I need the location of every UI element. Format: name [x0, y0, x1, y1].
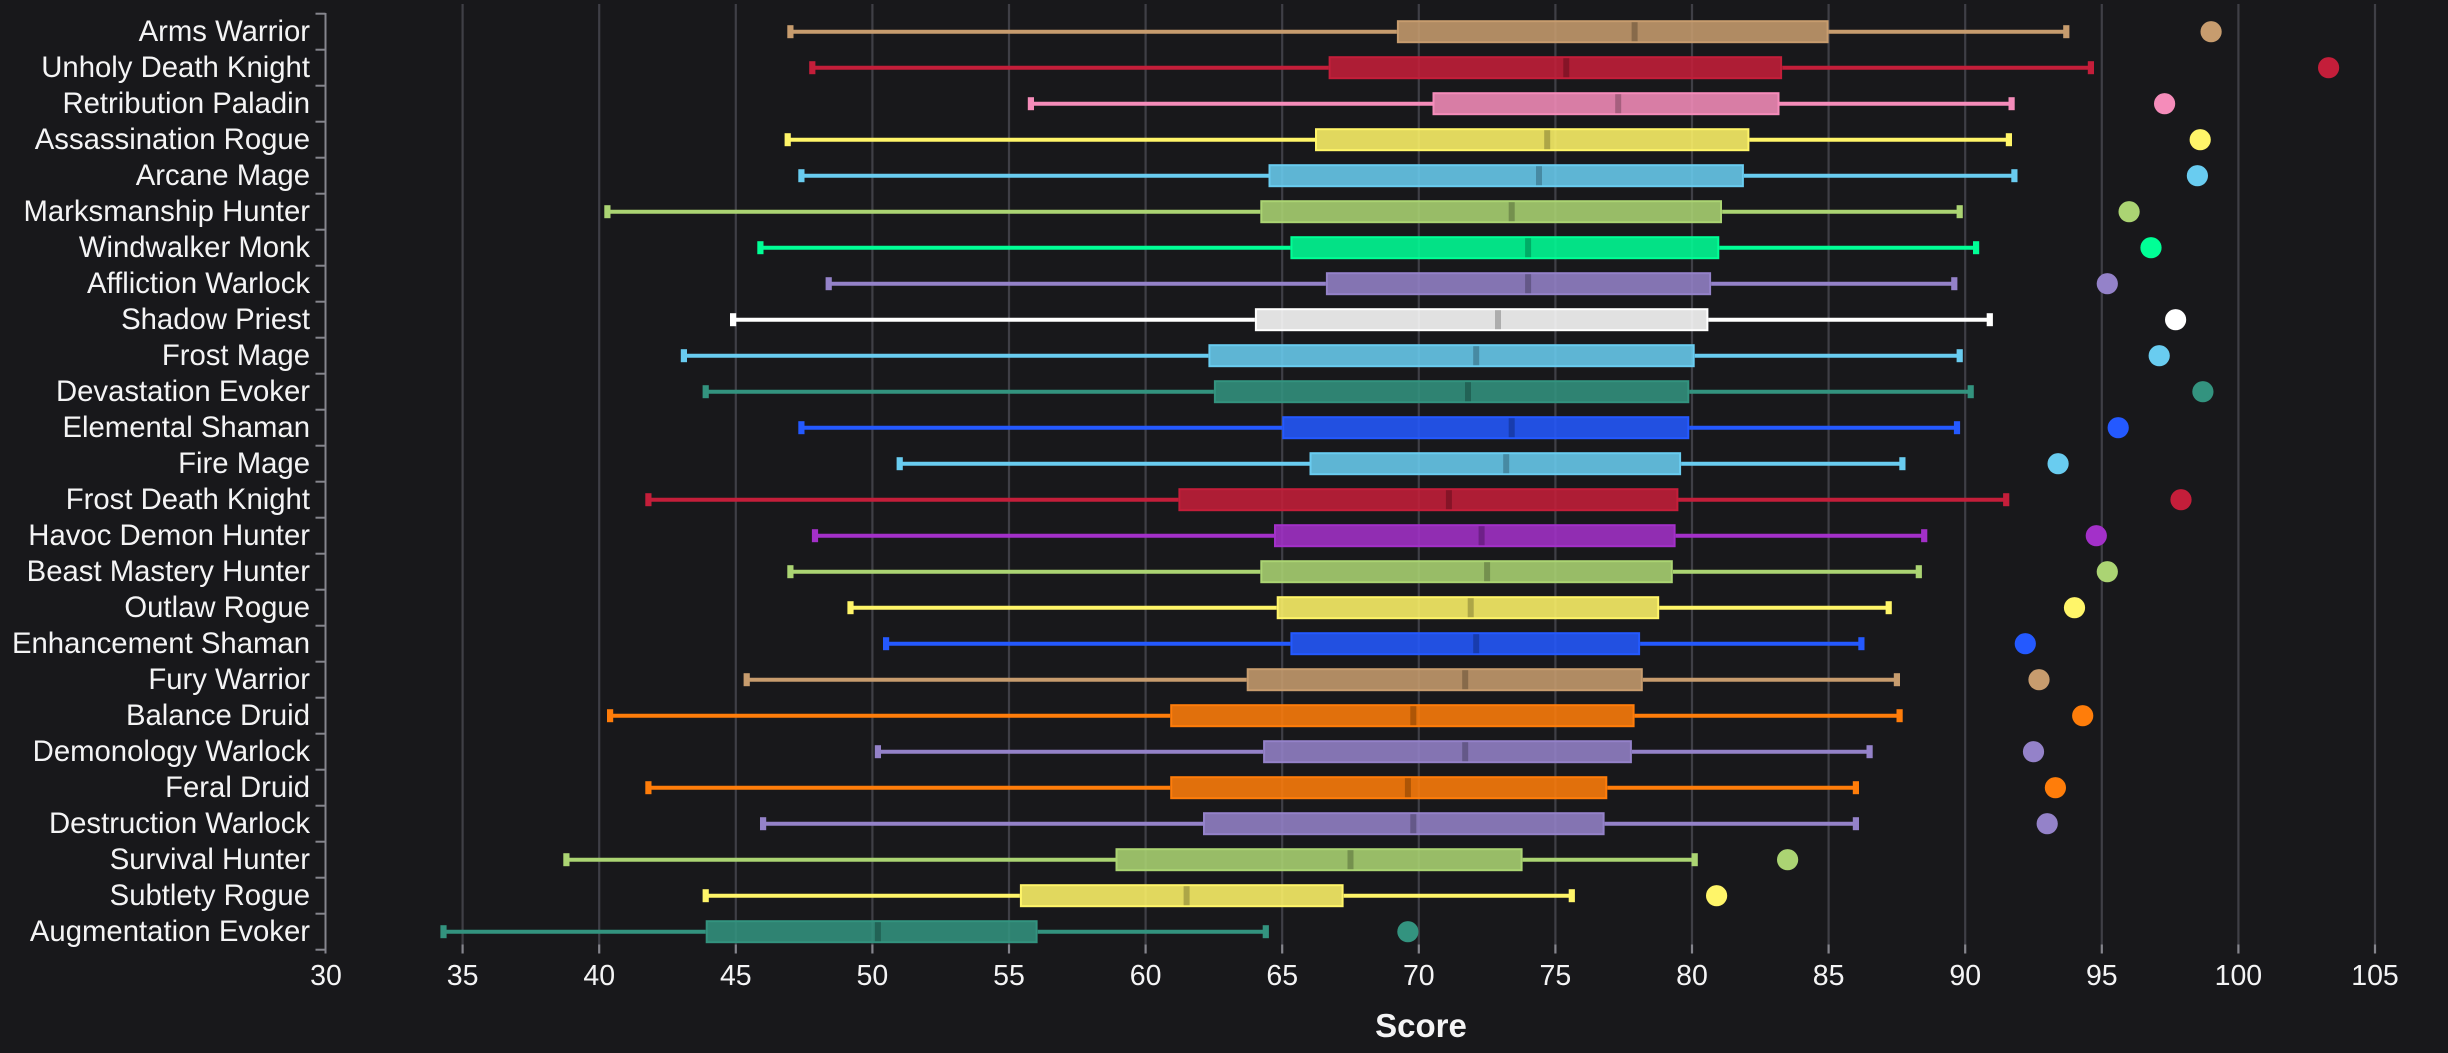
svg-text:75: 75 [1540, 960, 1572, 992]
svg-text:Elemental Shaman: Elemental Shaman [62, 411, 310, 444]
svg-text:90: 90 [1949, 960, 1981, 992]
svg-text:Enhancement Shaman: Enhancement Shaman [12, 627, 310, 660]
svg-text:45: 45 [720, 960, 752, 992]
svg-text:100: 100 [2215, 960, 2263, 992]
svg-text:70: 70 [1403, 960, 1435, 992]
svg-text:Feral Druid: Feral Druid [165, 771, 310, 804]
svg-text:Fire Mage: Fire Mage [178, 447, 310, 480]
svg-text:Frost Mage: Frost Mage [162, 339, 310, 372]
svg-text:55: 55 [993, 960, 1025, 992]
svg-text:Havoc Demon Hunter: Havoc Demon Hunter [28, 519, 310, 552]
svg-text:Score: Score [1375, 1007, 1467, 1044]
svg-text:Destruction Warlock: Destruction Warlock [49, 807, 310, 840]
svg-text:Augmentation Evoker: Augmentation Evoker [30, 915, 310, 948]
svg-text:Windwalker Monk: Windwalker Monk [79, 231, 311, 264]
svg-text:80: 80 [1676, 960, 1708, 992]
svg-text:Survival Hunter: Survival Hunter [110, 843, 311, 876]
svg-text:Arcane Mage: Arcane Mage [136, 159, 310, 192]
svg-text:40: 40 [583, 960, 615, 992]
svg-text:Fury Warrior: Fury Warrior [148, 663, 310, 696]
svg-text:Assassination Rogue: Assassination Rogue [35, 123, 310, 156]
svg-text:Shadow Priest: Shadow Priest [121, 303, 310, 336]
svg-text:85: 85 [1813, 960, 1845, 992]
svg-text:Frost Death Knight: Frost Death Knight [66, 483, 310, 516]
svg-text:Arms Warrior: Arms Warrior [139, 15, 311, 48]
svg-text:Retribution Paladin: Retribution Paladin [62, 87, 310, 120]
svg-text:95: 95 [2086, 960, 2118, 992]
svg-text:30: 30 [310, 960, 342, 992]
svg-text:50: 50 [857, 960, 889, 992]
svg-text:Beast Mastery Hunter: Beast Mastery Hunter [27, 555, 311, 588]
svg-text:Devastation Evoker: Devastation Evoker [56, 375, 310, 408]
svg-text:65: 65 [1266, 960, 1298, 992]
svg-text:35: 35 [447, 960, 479, 992]
svg-text:Unholy Death Knight: Unholy Death Knight [41, 51, 310, 84]
svg-text:Marksmanship Hunter: Marksmanship Hunter [23, 195, 310, 228]
svg-text:Affliction Warlock: Affliction Warlock [87, 267, 310, 300]
svg-text:Balance Druid: Balance Druid [126, 699, 310, 732]
svg-text:105: 105 [2351, 960, 2399, 992]
svg-text:Outlaw Rogue: Outlaw Rogue [124, 591, 310, 624]
svg-text:Demonology Warlock: Demonology Warlock [33, 735, 311, 768]
svg-text:60: 60 [1130, 960, 1162, 992]
svg-text:Subtlety Rogue: Subtlety Rogue [110, 879, 310, 912]
